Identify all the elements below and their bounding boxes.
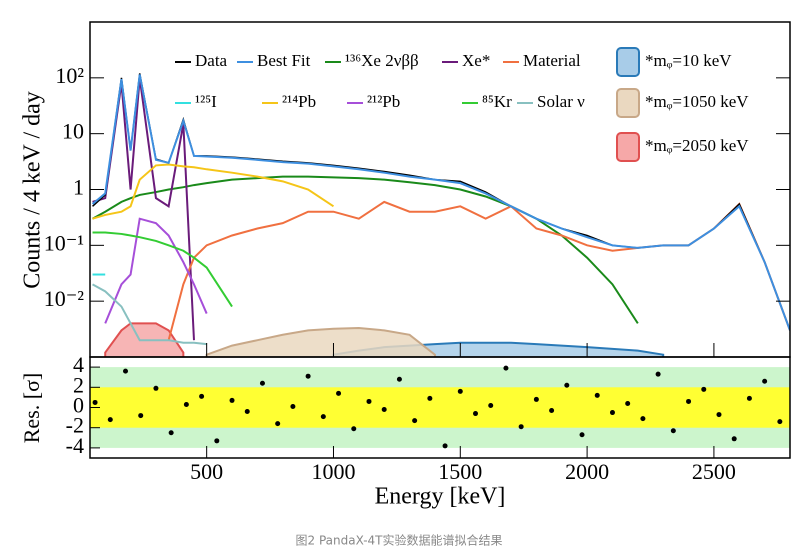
residual-point <box>686 398 692 404</box>
residual-point <box>168 430 174 436</box>
legend-label: Best Fit <box>257 51 311 70</box>
residual-point <box>153 385 159 391</box>
residual-point <box>701 386 707 392</box>
residual-point <box>183 401 189 407</box>
residual-point <box>518 424 524 430</box>
residual-point <box>655 371 661 377</box>
residual-point <box>762 378 768 384</box>
y-tick-label: 10⁻¹ <box>44 230 84 255</box>
residual-point <box>594 392 600 398</box>
residual-point <box>716 412 722 418</box>
legend-label: *mᵩ=10 keV <box>645 51 732 70</box>
x-axis-label: Energy [keV] <box>375 484 506 510</box>
residual-point <box>564 382 570 388</box>
legend-swatch <box>616 47 640 77</box>
residual-point <box>412 418 418 424</box>
legend-label: ²¹⁴Pb <box>282 92 316 111</box>
series-line <box>92 175 639 324</box>
plot-area <box>91 73 790 357</box>
x-tick-label: 2500 <box>692 459 736 484</box>
residual-point <box>488 402 494 408</box>
x-tick-label: 2000 <box>565 459 609 484</box>
res-axis-label: Res. [σ] <box>19 373 44 444</box>
residual-point <box>381 407 387 413</box>
y-axis-label: Counts / 4 keV / day <box>20 91 46 289</box>
residual-point <box>107 417 113 423</box>
res-tick-label: -2 <box>66 413 84 438</box>
legend-label: *mᵩ=2050 keV <box>645 136 749 155</box>
residual-point <box>305 373 311 379</box>
residual-point <box>366 398 372 404</box>
legend-swatch <box>616 132 640 162</box>
res-tick-label: 2 <box>73 372 84 397</box>
y-tick-label: 1 <box>73 175 84 200</box>
caption: 图2 PandaX-4T实验数据能谱拟合结果 <box>296 533 503 548</box>
residual-point <box>244 409 250 415</box>
legend-label: Xe* <box>462 51 490 70</box>
x-tick-label: 500 <box>190 459 223 484</box>
residual-point <box>442 443 448 449</box>
legend-label: ⁸⁵Kr <box>482 92 512 111</box>
residual-point <box>351 426 357 432</box>
y-tick-label: 10⁻² <box>44 286 85 311</box>
sigma-band <box>90 387 790 428</box>
residual-point <box>579 432 585 438</box>
residual-point <box>229 397 235 403</box>
series-line <box>91 74 790 331</box>
res-tick-label: 4 <box>73 352 84 377</box>
residual-point <box>275 421 281 427</box>
residual-point <box>746 395 752 401</box>
residual-point <box>336 390 342 396</box>
residual-point <box>640 416 646 422</box>
legend-label: ²¹²Pb <box>367 92 400 111</box>
residual-point <box>259 380 265 386</box>
signal-area <box>205 327 436 357</box>
residual-point <box>123 368 129 374</box>
legend-label: Data <box>195 51 228 70</box>
res-tick-label: -4 <box>66 433 84 458</box>
legend-label: *mᵩ=1050 keV <box>645 92 749 111</box>
residual-point <box>320 414 326 420</box>
res-tick-label: 0 <box>73 393 84 418</box>
residual-point <box>731 436 737 442</box>
residual-point <box>396 376 402 382</box>
residual-point <box>427 395 433 401</box>
residual-point <box>199 393 205 399</box>
residual-point <box>549 408 555 414</box>
y-tick-label: 10 <box>62 119 84 144</box>
residual-point <box>609 410 615 416</box>
frame <box>89 21 791 358</box>
residual-point <box>533 396 539 402</box>
y-tick-label: 10² <box>55 63 84 88</box>
residual-point <box>457 388 463 394</box>
x-tick-label: 1500 <box>438 459 482 484</box>
series-line <box>92 283 207 346</box>
residual-point <box>625 400 631 406</box>
series-line <box>92 163 335 220</box>
legend-label: Solar ν <box>537 92 585 111</box>
legend-label: Material <box>523 51 581 70</box>
residual-point <box>503 365 509 371</box>
residual-point <box>290 403 296 409</box>
series-line <box>167 200 790 341</box>
x-tick-label: 1000 <box>311 459 355 484</box>
residual-point <box>777 419 783 425</box>
legend-swatch <box>616 88 640 118</box>
residual-point <box>214 438 220 444</box>
residual-point <box>670 428 676 434</box>
series-line <box>92 231 233 308</box>
legend-label: ¹³⁶Xe 2νββ <box>345 51 419 70</box>
residual-point <box>138 413 144 419</box>
series-line <box>104 217 208 324</box>
legend-label: ¹²⁵I <box>195 92 217 111</box>
residual-point <box>92 399 98 405</box>
residual-point <box>473 411 479 417</box>
